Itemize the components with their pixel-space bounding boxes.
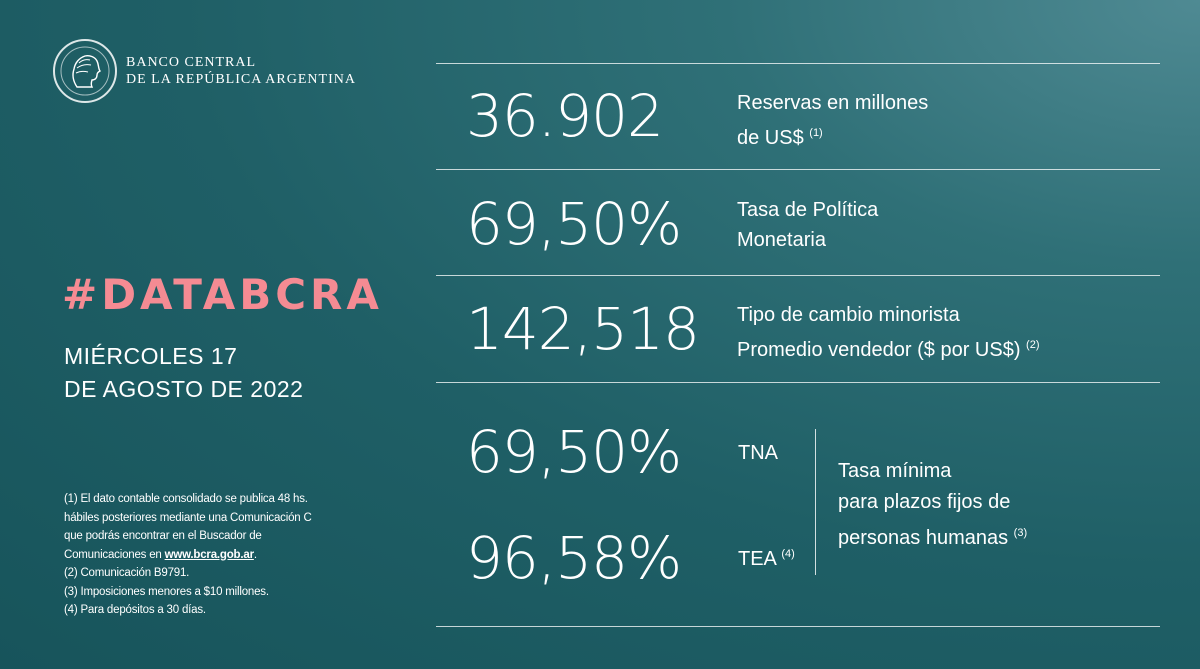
exchange-rate-label-line1: Tipo de cambio minorista: [737, 304, 960, 326]
tna-value: 69,50%: [466, 418, 682, 486]
policy-rate-label-line1: Tasa de Política: [737, 199, 879, 221]
footnote-1-line2: hábiles posteriores mediante una Comunic…: [64, 511, 312, 524]
deposit-desc-line3: personas humanas (3): [838, 518, 1027, 554]
footnote-link-prefix: Comunicaciones en: [64, 548, 165, 561]
deposit-desc-note: (3): [1013, 527, 1028, 539]
divider-3: [436, 382, 1160, 383]
tna-label: TNA: [738, 442, 778, 464]
tea-label: TEA: [738, 548, 776, 570]
divider-bottom: [436, 626, 1160, 627]
bcra-logo: BANCO CENTRAL DE LA REPÚBLICA ARGENTINA: [53, 39, 356, 103]
deposit-desc-line2: para plazos fijos de: [838, 491, 1011, 513]
footnote-1-line3: que podrás encontrar en el Buscador de: [64, 530, 262, 542]
tea-note: (4): [781, 548, 795, 560]
footnote-1-line1: (1) El dato contable consolidado se publ…: [64, 493, 308, 505]
exchange-rate-label: Tipo de cambio minorista Promedio vended…: [737, 300, 1040, 365]
date-line2: DE AGOSTO DE 2022: [64, 376, 304, 402]
date-line1: MIÉRCOLES 17: [64, 343, 238, 369]
tea-value: 96,58%: [466, 524, 682, 592]
profile-seal-icon: [53, 39, 117, 103]
tea-label-group: TEA (4): [738, 548, 795, 571]
reserves-label: Reservas en millones de US$ (1): [737, 88, 928, 153]
footnote-link-suffix: .: [253, 548, 257, 561]
bank-name-line2: DE LA REPÚBLICA ARGENTINA: [126, 72, 356, 87]
footnote-1-line4: Comunicaciones en www.bcra.gob.ar.: [64, 546, 312, 565]
policy-rate-label-line2: Monetaria: [737, 229, 826, 251]
reserves-note: (1): [809, 127, 823, 139]
bank-name-line1: BANCO CENTRAL: [126, 55, 257, 70]
report-date: MIÉRCOLES 17 DE AGOSTO DE 2022: [64, 340, 303, 406]
deposit-rate-description: Tasa mínima para plazos fijos de persona…: [838, 456, 1027, 554]
reserves-label-line1: Reservas en millones: [737, 92, 929, 114]
divider-1: [436, 169, 1160, 170]
divider-top: [436, 63, 1160, 64]
footnote-2: (2) Comunicación B9791.: [64, 567, 190, 579]
bank-name: BANCO CENTRAL DE LA REPÚBLICA ARGENTINA: [126, 54, 356, 88]
exchange-rate-value: 142,518: [466, 295, 700, 363]
deposit-desc-line1: Tasa mínima: [838, 460, 952, 482]
reserves-value: 36.902: [466, 82, 664, 150]
policy-rate-label: Tasa de Política Monetaria: [737, 195, 878, 255]
vertical-divider: [815, 429, 816, 575]
deposit-desc-text: personas humanas: [838, 527, 1009, 549]
reserves-label-unit: de US$: [737, 127, 804, 149]
hashtag-title: #DATABCRA: [62, 270, 383, 319]
exchange-rate-note: (2): [1026, 339, 1040, 351]
footnote-3: (3) Imposiciones menores a $10 millones.: [64, 585, 269, 598]
divider-2: [436, 275, 1160, 276]
policy-rate-value: 69,50%: [466, 190, 682, 258]
reserves-label-line2: de US$ (1): [737, 118, 928, 153]
footnotes: (1) El dato contable consolidado se publ…: [64, 490, 312, 620]
exchange-rate-label-line2: Promedio vendedor ($ por US$) (2): [737, 330, 1040, 365]
bcra-website-link[interactable]: www.bcra.gob.ar: [164, 548, 254, 561]
footnote-4: (4) Para depósitos a 30 días.: [64, 604, 206, 616]
exchange-rate-label-unit: Promedio vendedor ($ por US$): [737, 339, 1021, 361]
